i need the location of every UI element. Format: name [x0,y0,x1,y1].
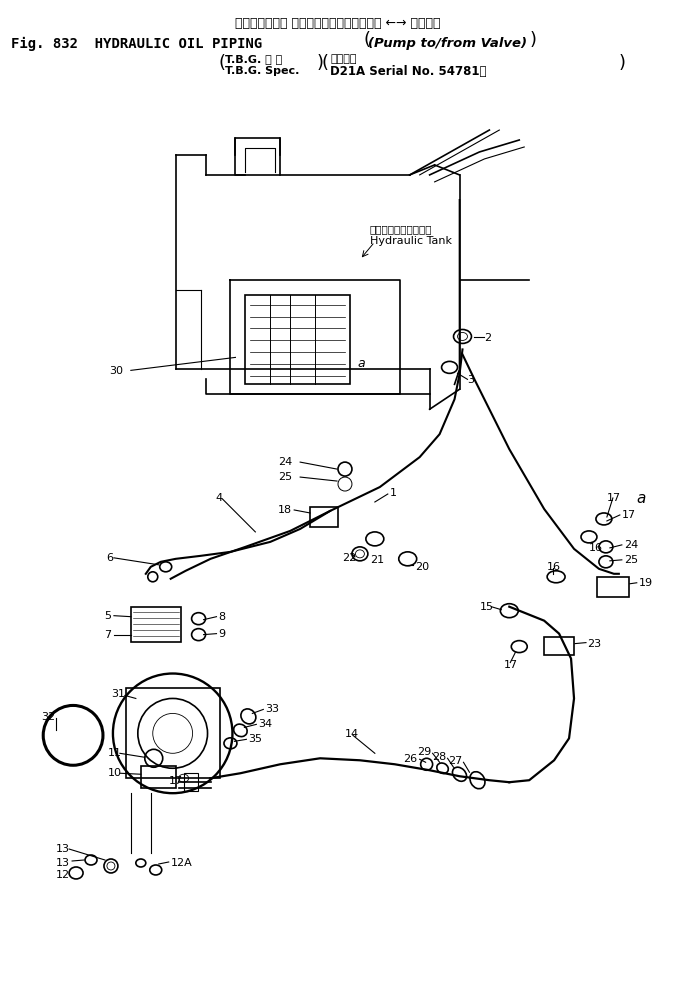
Text: 11: 11 [108,747,122,758]
Text: 2: 2 [485,333,492,343]
Text: 24: 24 [278,457,292,467]
Text: 34: 34 [259,718,272,728]
Text: 16: 16 [547,561,561,571]
Text: D21A Serial No. 54781～: D21A Serial No. 54781～ [330,65,487,77]
Text: 8: 8 [219,611,225,621]
Text: 12A: 12A [171,857,192,867]
Text: 4: 4 [215,493,223,503]
Text: 24: 24 [624,539,638,549]
Text: 1: 1 [390,488,397,498]
Bar [141,767,175,789]
Text: (: ( [321,54,328,72]
Text: 18: 18 [278,504,292,514]
Text: 7: 7 [104,629,111,639]
Text: 6: 6 [106,552,113,562]
Text: 29: 29 [417,746,432,757]
Text: 31: 31 [111,688,125,698]
Text: 33: 33 [265,703,280,713]
Text: 14: 14 [345,728,359,738]
Text: 13: 13 [56,844,70,853]
Text: 16: 16 [589,542,603,552]
Text: 15: 15 [479,601,494,611]
Text: 9: 9 [219,628,225,638]
Text: 17: 17 [607,493,621,503]
Text: ハイドロリックタンク: ハイドロリックタンク [370,223,433,233]
Text: (: ( [219,54,225,72]
Text: Fig. 832  HYDRAULIC OIL PIPING: Fig. 832 HYDRAULIC OIL PIPING [12,37,263,51]
Text: 17: 17 [169,776,183,786]
Text: 27: 27 [448,756,462,766]
Text: 26: 26 [403,754,418,764]
Text: 19: 19 [639,577,653,587]
Text: 25: 25 [278,472,292,482]
Text: 35: 35 [248,733,263,743]
Text: a: a [358,357,366,370]
Text: a: a [637,490,646,505]
Text: 21: 21 [370,554,384,564]
Text: Hydraulic Tank: Hydraulic Tank [370,235,452,245]
Text: 5: 5 [104,610,111,620]
Bar [544,637,574,655]
Text: 23: 23 [587,638,601,648]
Text: 30: 30 [109,366,123,376]
Bar [126,688,221,779]
Text: 17: 17 [504,659,519,669]
Text: ): ) [529,31,536,49]
Bar [597,577,629,597]
Text: (: ( [364,31,371,49]
Text: 10: 10 [108,768,122,778]
Text: 32: 32 [41,711,56,721]
Text: 3: 3 [468,375,475,385]
Text: 25: 25 [624,554,638,564]
Text: 13: 13 [56,857,70,867]
Text: 17: 17 [622,509,636,519]
Text: 12: 12 [56,869,70,879]
Text: T.B.G. Spec.: T.B.G. Spec. [225,66,300,76]
Bar [310,507,338,527]
Text: ハイドロリック オイルパイピング（ポンプ ←→ バルブ）: ハイドロリック オイルパイピング（ポンプ ←→ バルブ） [235,17,441,30]
Text: T.B.G. 仕 様: T.B.G. 仕 様 [225,54,283,64]
Text: (Pump to/from Valve): (Pump to/from Valve) [368,37,527,50]
Text: 適用号機: 適用号機 [330,54,357,64]
Text: 22: 22 [342,552,356,562]
Text: 20: 20 [415,561,429,571]
Bar [131,607,181,642]
Text: ): ) [619,54,626,72]
Text: ): ) [316,54,323,72]
Text: 28: 28 [433,752,447,762]
Bar [245,296,350,385]
Bar [183,774,198,792]
